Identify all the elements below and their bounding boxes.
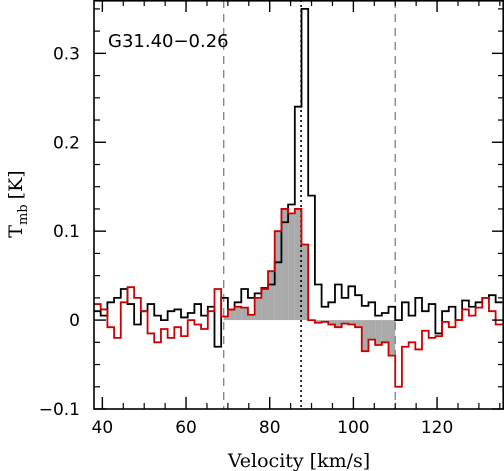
fill-bin xyxy=(281,208,289,321)
fill-bin xyxy=(241,307,248,321)
fill-bin xyxy=(254,297,262,321)
fill-bin xyxy=(381,320,389,343)
x-axis-label: Velocity [km/s] xyxy=(227,450,370,471)
fill-bin xyxy=(227,309,235,321)
y-tick-label: 0.1 xyxy=(53,222,80,242)
y-axis-label-main: T xyxy=(5,225,27,238)
y-tick-label: −0.1 xyxy=(39,400,80,420)
fill-bin xyxy=(294,208,302,321)
x-tick-label: 120 xyxy=(421,418,453,438)
fill-bin xyxy=(247,314,255,321)
y-axis-label-unit: [K] xyxy=(5,170,27,199)
fill-bin xyxy=(301,244,309,321)
y-axis-label: Tmb [K] xyxy=(5,170,31,237)
series-2-spectrum xyxy=(94,208,503,388)
fill-bin xyxy=(375,320,382,345)
fill-bin xyxy=(274,231,282,321)
x-tick-label: 100 xyxy=(337,418,369,438)
fill-bin xyxy=(261,288,269,321)
y-tick-label: 0.2 xyxy=(53,133,80,153)
y-axis-label-sub: mb xyxy=(16,204,31,225)
y-tick-label: 0.3 xyxy=(53,44,80,64)
fill-bin xyxy=(368,320,376,340)
fill-bin xyxy=(234,306,242,321)
fill-bin xyxy=(355,320,362,328)
fill-bin xyxy=(328,320,335,325)
x-tick-label: 80 xyxy=(259,418,281,438)
plot-frame xyxy=(93,0,504,410)
source-label: G31.40−0.26 xyxy=(108,31,229,52)
fill-bin xyxy=(268,271,275,321)
fill-bin xyxy=(288,213,295,321)
x-tick-label: 40 xyxy=(92,418,114,438)
fill-bin xyxy=(223,316,228,321)
fill-bin xyxy=(348,320,356,325)
x-tick-label: 60 xyxy=(175,418,197,438)
fill-bin xyxy=(341,320,349,324)
fill-bin xyxy=(388,320,396,356)
fill-bin xyxy=(361,320,369,352)
series-1-spectrum xyxy=(94,7,503,348)
y-tick-label: 0 xyxy=(69,311,80,331)
fill-bin xyxy=(314,320,322,323)
fill-bin xyxy=(334,320,342,328)
